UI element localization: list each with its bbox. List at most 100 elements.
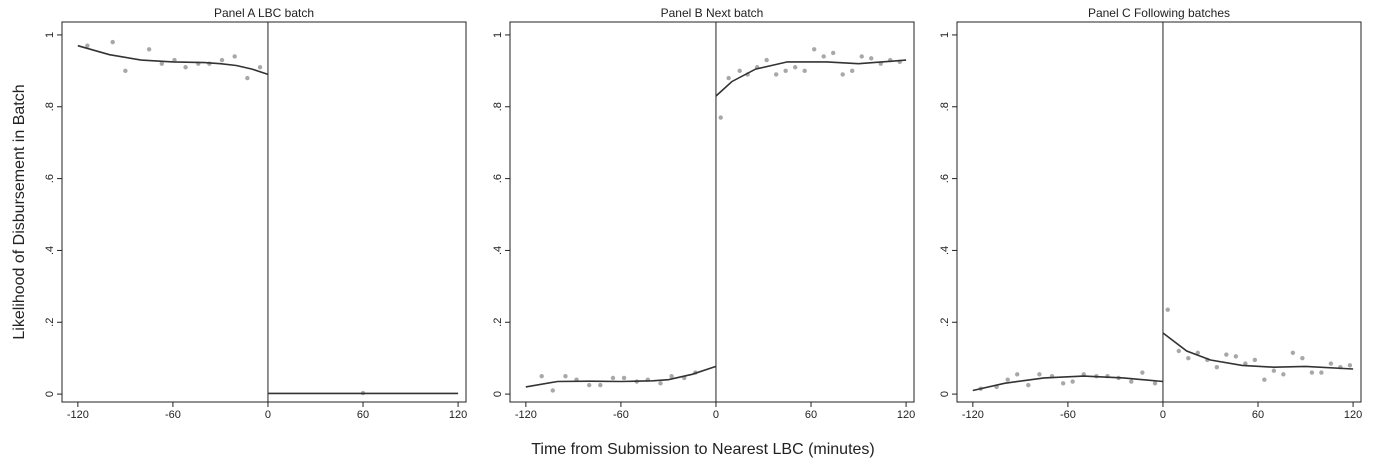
data-point	[1037, 372, 1042, 377]
data-point	[764, 57, 769, 63]
data-point	[563, 373, 568, 379]
x-tick-label: 60	[805, 409, 817, 421]
data-point	[1152, 381, 1158, 386]
data-point	[726, 75, 731, 81]
x-tick-label: 60	[357, 409, 369, 421]
y-tick-label: .4	[492, 246, 504, 255]
x-tick-label: 0	[1160, 409, 1166, 421]
data-point	[840, 72, 845, 77]
data-point	[1300, 355, 1305, 361]
x-tick-label: -60	[1060, 409, 1076, 421]
y-tick-label: .2	[492, 318, 504, 327]
plot-frame	[509, 21, 915, 403]
y-tick-label: .4	[939, 246, 951, 255]
fit-line	[77, 44, 269, 76]
data-point	[718, 115, 723, 120]
data-point	[802, 68, 807, 74]
x-tick-label: -60	[165, 409, 181, 421]
data-point	[773, 72, 779, 77]
x-tick-label: 120	[897, 409, 915, 421]
data-point	[587, 382, 592, 388]
x-tick-label: 120	[1344, 409, 1362, 421]
data-point	[159, 61, 165, 66]
data-point	[1186, 355, 1191, 361]
data-point	[1005, 377, 1010, 382]
data-point	[85, 43, 90, 48]
data-point	[146, 47, 152, 52]
data-point	[1224, 352, 1229, 357]
y-tick-label: .8	[492, 102, 504, 111]
data-point	[1233, 354, 1239, 359]
data-point	[1026, 382, 1031, 388]
data-point	[1281, 372, 1286, 377]
y-axis-label: Likelihood of Disbursement in Batch	[11, 84, 28, 339]
y-tick-label: .4	[44, 246, 56, 255]
data-point	[1129, 379, 1134, 384]
data-point	[110, 39, 115, 45]
data-point	[245, 75, 250, 81]
data-point	[621, 375, 627, 381]
data-point	[792, 65, 798, 70]
fit-line	[525, 365, 717, 388]
data-point	[1309, 370, 1315, 375]
data-point	[1165, 307, 1170, 312]
data-point	[1290, 350, 1296, 355]
data-point	[539, 373, 544, 379]
data-point	[1252, 357, 1258, 363]
data-point	[1060, 381, 1066, 386]
fit-line	[1162, 332, 1354, 370]
y-tick-label: .6	[939, 174, 951, 183]
x-axis-label: Time from Submission to Nearest LBC (min…	[531, 441, 875, 458]
y-tick-label: .2	[939, 318, 951, 327]
x-tick-label: 0	[265, 409, 271, 421]
data-point	[219, 57, 225, 63]
y-tick-label: .2	[44, 318, 56, 327]
x-tick-label: -120	[67, 409, 89, 421]
data-point	[869, 56, 874, 61]
panel-title: Panel C Following batches	[1088, 6, 1230, 20]
data-point	[550, 388, 555, 393]
data-point	[1070, 379, 1075, 384]
y-tick-label: 1	[44, 32, 56, 38]
plot-frame	[956, 21, 1362, 403]
data-point	[831, 50, 836, 56]
fit-line	[715, 59, 907, 97]
x-tick-label: 120	[449, 409, 467, 421]
data-point	[610, 375, 616, 381]
data-point	[1347, 363, 1353, 368]
data-point	[257, 65, 263, 70]
y-tick-label: .8	[939, 102, 951, 111]
x-tick-label: -120	[515, 409, 537, 421]
data-point	[598, 382, 603, 388]
data-point	[1328, 361, 1334, 366]
x-tick-label: 60	[1252, 409, 1264, 421]
data-point	[1243, 361, 1248, 366]
x-tick-label: -60	[613, 409, 629, 421]
data-point	[1262, 377, 1267, 382]
y-tick-label: 1	[939, 32, 951, 38]
data-point	[1140, 370, 1145, 375]
data-point	[1271, 368, 1277, 373]
y-tick-label: 1	[492, 32, 504, 38]
y-tick-label: .6	[44, 174, 56, 183]
x-tick-label: 0	[713, 409, 719, 421]
y-tick-label: 0	[44, 391, 56, 397]
panel-title: Panel A LBC batch	[214, 6, 314, 20]
data-point	[183, 65, 188, 70]
data-point	[783, 68, 788, 74]
data-point	[1176, 348, 1182, 354]
data-point	[737, 68, 742, 74]
data-point	[1015, 372, 1020, 377]
y-tick-label: .8	[44, 102, 56, 111]
plot-frame	[61, 21, 467, 403]
panel-title: Panel B Next batch	[661, 6, 764, 20]
data-point	[1195, 350, 1201, 355]
y-tick-label: 0	[492, 391, 504, 397]
data-point	[669, 373, 674, 379]
x-tick-label: -120	[962, 409, 984, 421]
y-tick-label: .6	[492, 174, 504, 183]
data-point	[232, 54, 237, 59]
data-point	[859, 54, 864, 59]
y-tick-label: 0	[939, 391, 951, 397]
